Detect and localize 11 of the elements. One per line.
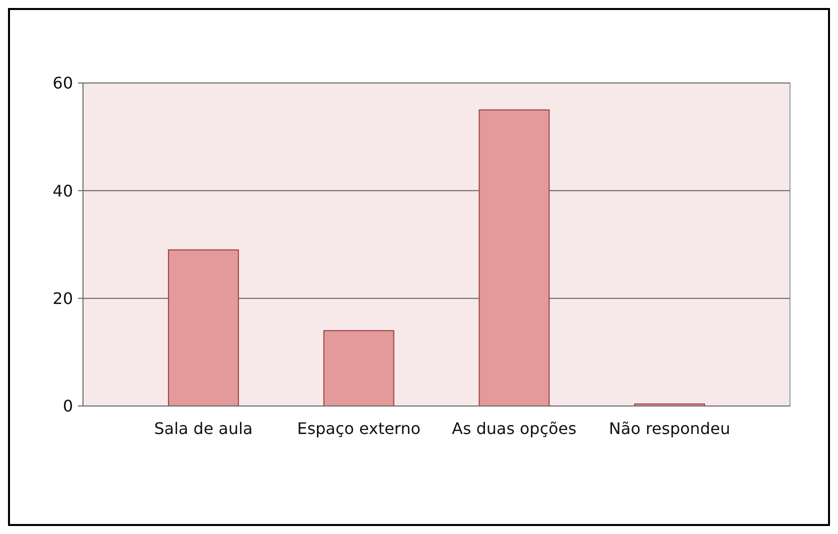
- y-tick-label: 0: [62, 396, 73, 416]
- x-tick-label: Não respondeu: [608, 419, 730, 438]
- x-tick-label: Sala de aula: [154, 419, 253, 438]
- y-tick-label: 20: [52, 288, 73, 308]
- bar: [323, 330, 394, 406]
- x-tick-label: As duas opções: [452, 419, 576, 438]
- y-tick-label: 60: [52, 74, 73, 93]
- bar: [168, 249, 239, 406]
- bar: [478, 109, 550, 406]
- x-tick-label: Espaço externo: [297, 419, 421, 438]
- y-tick-label: 40: [52, 181, 73, 200]
